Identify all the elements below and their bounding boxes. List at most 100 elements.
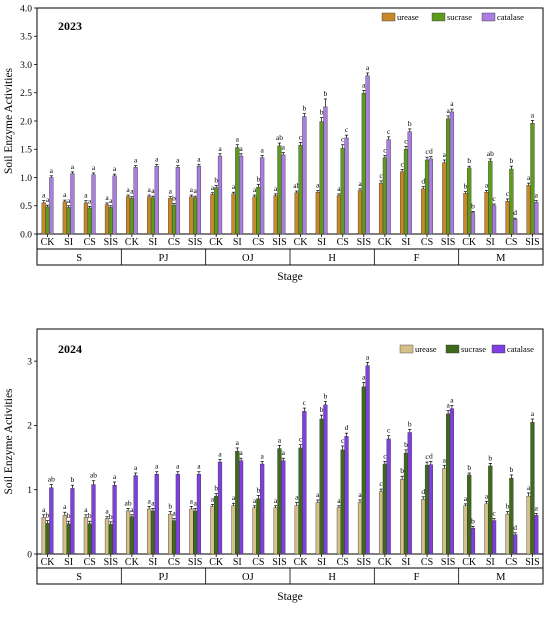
significance-label: a xyxy=(130,187,134,196)
treatment-label-SI: SI xyxy=(64,237,73,248)
bar-sucrase xyxy=(235,147,240,235)
significance-label: a xyxy=(155,462,159,471)
significance-label: a xyxy=(211,183,215,192)
bar-catalase xyxy=(238,460,244,555)
bar-sucrase xyxy=(424,465,430,555)
significance-label: a xyxy=(316,490,320,499)
significance-label: a xyxy=(362,80,366,89)
bar-urease xyxy=(147,508,152,555)
treatment-label-CK: CK xyxy=(462,237,477,248)
bar-urease xyxy=(336,507,342,555)
treatment-label-SI: SI xyxy=(402,557,411,568)
treatment-label-SIS: SIS xyxy=(441,237,455,248)
bar-urease xyxy=(125,196,131,235)
significance-label: b xyxy=(408,119,412,128)
legend-swatch-sucrase xyxy=(431,12,446,22)
significance-label: a xyxy=(527,483,531,492)
bar-urease xyxy=(83,517,89,555)
y-axis-title: Soil Enzyme Activities xyxy=(3,388,15,495)
significance-label: a xyxy=(63,502,67,511)
y-tick-label: 1.5 xyxy=(20,146,32,156)
y-axis-title: Soil Enzyme Activities xyxy=(3,67,15,174)
significance-label: a xyxy=(71,162,75,171)
significance-label: a xyxy=(169,187,173,196)
treatment-label-CS: CS xyxy=(168,237,180,248)
significance-label: a xyxy=(253,185,257,194)
bar-sucrase xyxy=(298,145,303,235)
significance-label: c xyxy=(404,136,408,145)
significance-label: a xyxy=(109,196,113,205)
bar-urease xyxy=(505,201,510,235)
chart-panel-2023: 0.0 0.5 1.0 1.5 2.0 2.5 3.0 3.5 4.0 Soil Enzyme A… xyxy=(3,4,544,283)
bar-catalase xyxy=(365,75,370,235)
significance-label: a xyxy=(113,164,117,173)
significance-label: a xyxy=(232,182,236,191)
significance-label: ab xyxy=(48,475,55,484)
significance-label: b xyxy=(320,405,324,414)
bar-urease xyxy=(463,193,468,235)
bar-urease xyxy=(41,517,46,555)
significance-label: b xyxy=(464,182,468,191)
significance-label: b xyxy=(172,193,176,202)
treatment-label-SIS: SIS xyxy=(441,557,455,568)
bar-urease xyxy=(104,518,110,555)
significance-label: a xyxy=(190,496,194,505)
bar-catalase xyxy=(91,174,96,235)
treatment-label-SIS: SIS xyxy=(272,237,286,248)
significance-label: b xyxy=(302,104,306,113)
bar-sucrase xyxy=(319,418,324,555)
bar-catalase xyxy=(470,528,476,555)
significance-label: c xyxy=(341,135,345,144)
bar-catalase xyxy=(175,167,180,235)
treatment-label-SIS: SIS xyxy=(525,237,539,248)
y-tick-label: 4.0 xyxy=(20,4,32,14)
significance-label: b xyxy=(471,516,475,525)
significance-label: a xyxy=(113,472,117,481)
significance-label: b xyxy=(467,156,471,165)
treatment-label-CS: CS xyxy=(337,557,349,568)
treatment-label-CK: CK xyxy=(209,237,224,248)
stage-label-H: H xyxy=(328,253,336,264)
bar-urease xyxy=(526,495,531,555)
significance-label: a xyxy=(46,195,50,204)
significance-label: a xyxy=(105,193,109,202)
bar-catalase xyxy=(386,139,391,235)
bar-urease xyxy=(62,201,67,235)
treatment-label-SIS: SIS xyxy=(104,237,118,248)
y-tick-label: 2.5 xyxy=(20,89,32,99)
bar-urease xyxy=(168,513,173,555)
significance-label: b xyxy=(510,156,514,165)
treatment-label-CS: CS xyxy=(505,557,517,568)
treatment-label-SI: SI xyxy=(64,557,73,568)
bar-catalase xyxy=(196,474,202,555)
panel-year-label: 2023 xyxy=(58,19,82,33)
bar-sucrase xyxy=(66,523,71,555)
bar-catalase xyxy=(49,487,54,555)
significance-label: a xyxy=(92,163,96,172)
significance-label: b xyxy=(88,511,92,520)
significance-label: a xyxy=(535,504,539,513)
y-tick-label: 3.5 xyxy=(20,33,32,43)
significance-label: a xyxy=(464,494,468,503)
significance-label: d xyxy=(421,177,425,186)
bar-sucrase xyxy=(108,524,113,555)
significance-label: d xyxy=(513,523,517,532)
bar-urease xyxy=(378,182,384,235)
treatment-label-CK: CK xyxy=(125,237,140,248)
treatment-label-SIS: SIS xyxy=(357,237,371,248)
y-tick-label: 3 xyxy=(27,357,32,367)
significance-label: c xyxy=(425,147,429,156)
bar-urease xyxy=(210,506,215,555)
treatment-label-SI: SI xyxy=(233,237,242,248)
bar-sucrase xyxy=(382,463,387,555)
significance-label: b xyxy=(404,440,408,449)
significance-label: c xyxy=(303,398,307,407)
significance-label: a xyxy=(485,180,489,189)
significance-label: b xyxy=(214,175,218,184)
bar-sucrase xyxy=(66,207,71,235)
bar-catalase xyxy=(133,475,138,555)
significance-label: a xyxy=(172,509,176,518)
treatment-label-CK: CK xyxy=(294,557,309,568)
